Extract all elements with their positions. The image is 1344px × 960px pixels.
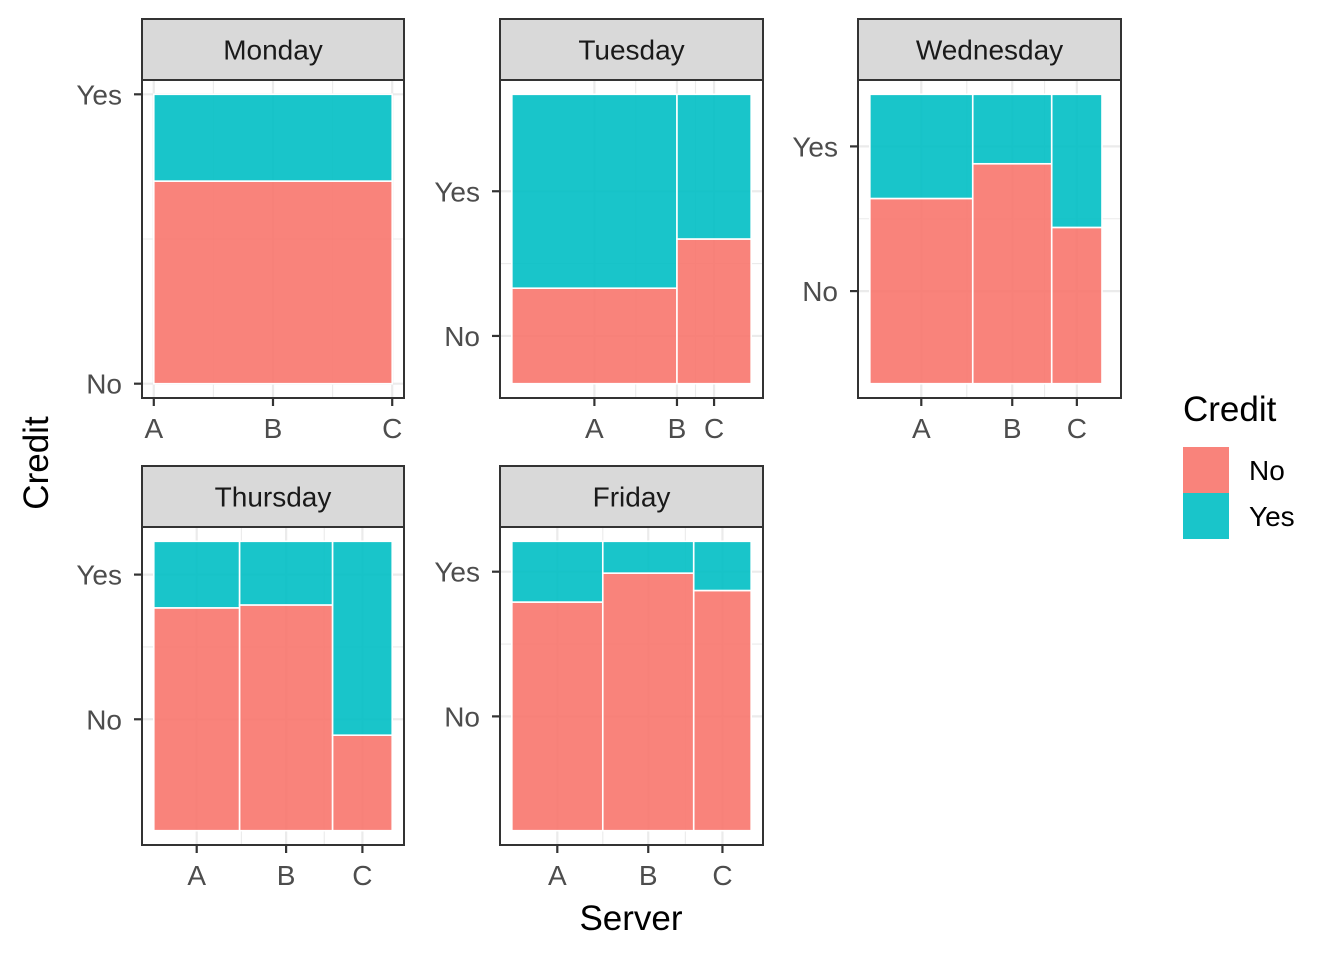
y-tick-label: No [444, 701, 480, 732]
tile-friday-a-no [511, 601, 604, 832]
tile-thursday-b-yes [238, 540, 334, 606]
tile-thursday-a-yes [152, 540, 241, 609]
y-tick-label: No [444, 321, 480, 352]
tile-monday-b-yes [152, 93, 394, 182]
x-axis: A B C [187, 845, 373, 891]
y-tick-label: No [802, 276, 838, 307]
panel-wednesday: Wednesday No Yes A B C [792, 18, 1122, 444]
tile-thursday-b-no [238, 604, 334, 832]
tile-thursday-a-no [152, 607, 241, 832]
x-tick-label: B [1003, 413, 1022, 444]
y-axis-title: Credit [17, 416, 56, 510]
tile-tuesday-c-no [676, 238, 752, 385]
x-axis: A B C [548, 845, 733, 891]
tile-wednesday-c-no [1050, 226, 1103, 385]
legend-keys: No Yes [1183, 447, 1295, 539]
x-tick-label: A [548, 860, 567, 891]
y-tick-label: Yes [792, 131, 838, 162]
tile-wednesday-b-yes [971, 93, 1053, 165]
y-tick-label: Yes [76, 560, 122, 591]
y-axis: No Yes [76, 79, 142, 400]
panel-thursday: Thursday No Yes A B C [76, 465, 405, 891]
tile-monday-b-no [152, 180, 394, 385]
x-axis: A B C [144, 398, 402, 444]
x-tick-label: B [277, 860, 296, 891]
tile-wednesday-b-no [971, 162, 1053, 385]
y-axis: No Yes [76, 560, 142, 735]
legend-title: Credit [1183, 390, 1277, 429]
x-tick-label: B [668, 413, 687, 444]
mosaic-tiles [152, 93, 394, 385]
legend-key-no [1183, 447, 1229, 493]
tile-friday-c-yes [692, 540, 752, 592]
y-tick-label: Yes [434, 557, 480, 588]
tile-tuesday-c-yes [676, 93, 752, 240]
x-axis: A B C [912, 398, 1087, 444]
legend-label-no: No [1249, 455, 1285, 486]
strip-label: Monday [223, 35, 323, 66]
x-tick-label: A [144, 413, 163, 444]
mosaic-tiles [511, 93, 752, 385]
y-tick-label: Yes [76, 79, 122, 110]
mosaic-tiles [869, 93, 1103, 385]
strip-label: Wednesday [916, 35, 1063, 66]
legend: Credit No Yes [1183, 390, 1295, 539]
panel-tuesday: Tuesday No Yes A B C [434, 18, 764, 444]
tile-friday-b-no [601, 572, 695, 832]
x-tick-label: B [639, 860, 658, 891]
tile-friday-a-yes [511, 540, 604, 603]
y-axis: No Yes [434, 176, 500, 352]
tile-tuesday-a-yes [511, 93, 678, 289]
tile-thursday-c-no [331, 734, 394, 832]
x-tick-label: B [264, 413, 283, 444]
tile-wednesday-c-yes [1050, 93, 1103, 229]
tile-friday-b-yes [601, 540, 695, 574]
x-tick-label: C [712, 860, 732, 891]
y-tick-label: No [86, 704, 122, 735]
strip-background [499, 465, 764, 528]
legend-key-yes [1183, 493, 1229, 539]
x-tick-label: C [352, 860, 372, 891]
strip-background [141, 18, 405, 81]
mosaic-tiles [511, 540, 752, 832]
tile-tuesday-a-no [511, 287, 678, 385]
y-tick-label: No [86, 369, 122, 400]
mosaic-tiles [152, 540, 394, 832]
strip-label: Tuesday [578, 35, 684, 66]
panel-monday: Monday No Yes A B C [76, 18, 405, 444]
strip-background [857, 18, 1122, 81]
x-axis-title: Server [579, 899, 682, 938]
strip-label: Friday [593, 482, 671, 513]
tile-thursday-c-yes [331, 540, 394, 736]
x-tick-label: A [585, 413, 604, 444]
tile-wednesday-a-no [869, 197, 974, 385]
strip-label: Thursday [215, 482, 332, 513]
x-tick-label: C [1067, 413, 1087, 444]
legend-label-yes: Yes [1249, 501, 1295, 532]
x-tick-label: A [187, 860, 206, 891]
tile-wednesday-a-yes [869, 93, 974, 200]
x-tick-label: C [704, 413, 724, 444]
y-axis: No Yes [792, 131, 858, 307]
x-tick-label: A [912, 413, 931, 444]
panel-friday: Friday No Yes A B C [434, 465, 764, 891]
y-tick-label: Yes [434, 176, 480, 207]
tile-friday-c-no [692, 589, 752, 832]
x-tick-label: C [382, 413, 402, 444]
y-axis: No Yes [434, 557, 500, 732]
strip-background [141, 465, 405, 528]
strip-background [499, 18, 764, 81]
